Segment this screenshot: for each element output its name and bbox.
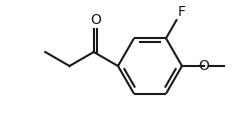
Text: O: O	[90, 13, 101, 27]
Text: F: F	[178, 5, 186, 19]
Text: O: O	[198, 59, 209, 73]
